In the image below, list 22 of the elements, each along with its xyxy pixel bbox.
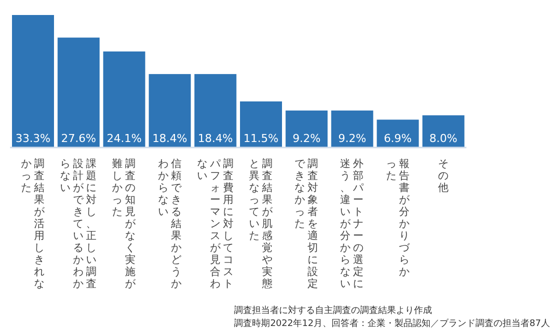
data-label: 9.2% xyxy=(338,132,366,145)
category-label: 調査の知見がなく実施が難しかった xyxy=(112,158,136,290)
data-label: 27.6% xyxy=(61,132,96,145)
category-label: 調査費用に対してコストパフォーマンスが見合わない xyxy=(196,158,234,290)
category-label: 調査対象者を適切に設定できなかった xyxy=(294,158,319,290)
data-label: 33.3% xyxy=(16,132,50,145)
data-label: 18.4% xyxy=(152,132,188,145)
data-label: 8.0% xyxy=(429,132,458,145)
text: 調査時期2022年12月、回答者：企業・製品認知／ブランド調査の担当者87人 xyxy=(234,318,550,330)
category-label: 外部パートナーの選定に迷う、違いが分からない xyxy=(340,158,364,290)
category-label: 調査結果が活用しきれなかった xyxy=(21,158,45,290)
category-label: 報告書が分かりづらかった xyxy=(386,158,410,278)
category-label: 課題に対し、正しい調査設計ができているかわからない xyxy=(60,158,98,290)
category-label: 信頼できる結果かどうかわからない xyxy=(158,158,182,290)
data-label: 24.1% xyxy=(106,132,142,145)
x-tick-label: その他 xyxy=(436,158,450,194)
text: 調査担当者に対する自主調査の調査結果より作成 xyxy=(234,304,434,317)
data-label: 18.4% xyxy=(198,132,233,145)
data-label: 11.5% xyxy=(244,132,278,145)
category-label: 調査結果が肌感覚や実態と異なっていた xyxy=(249,158,273,290)
data-label: 6.9% xyxy=(384,132,412,145)
data-label: 9.2% xyxy=(292,132,321,145)
